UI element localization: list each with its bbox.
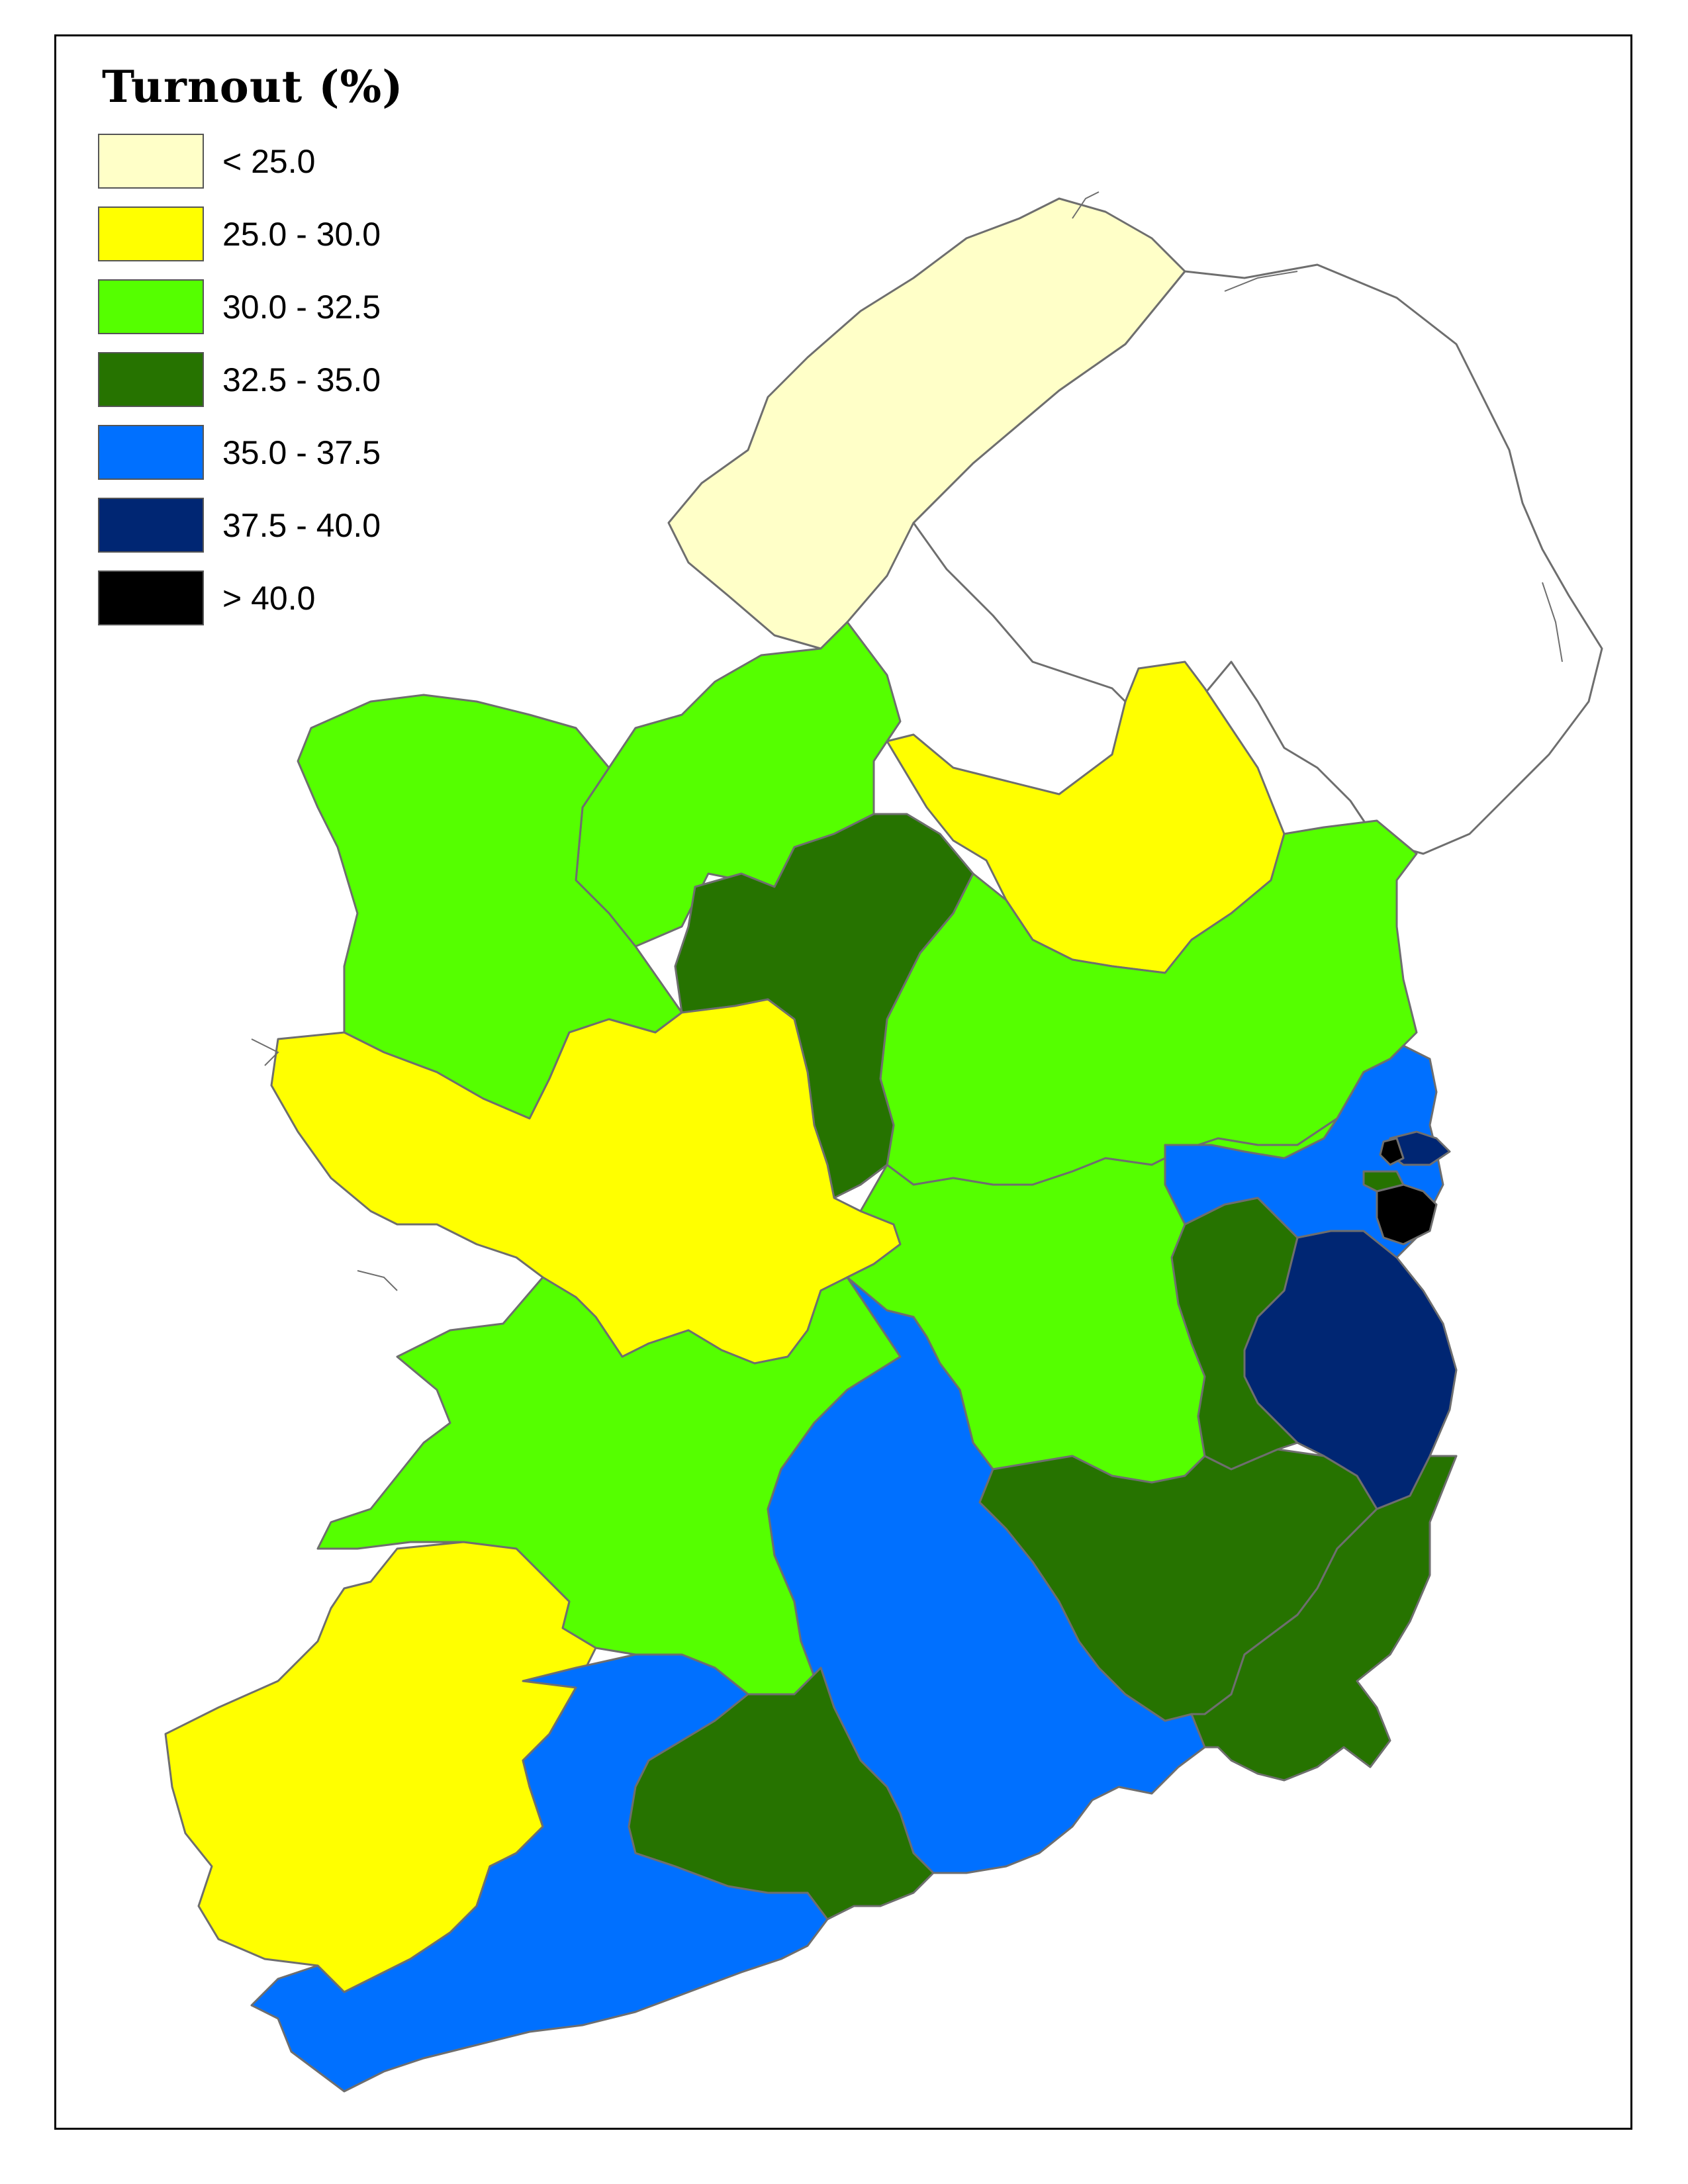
legend-swatch [98, 570, 204, 625]
region-dublin-inner-black-north [1379, 1137, 1405, 1166]
legend-swatch [98, 134, 204, 189]
region-cork-ne [628, 1666, 935, 1921]
legend-label: 37.5 - 40.0 [222, 506, 381, 544]
legend-swatch [98, 206, 204, 261]
legend-label: 32.5 - 35.0 [222, 361, 381, 398]
legend: Turnout (%) < 25.0 25.0 - 30.0 30.0 - 32.5… [98, 61, 403, 643]
legend-swatch [98, 279, 204, 334]
legend-swatch [98, 352, 204, 407]
legend-item: 37.5 - 40.0 [98, 498, 403, 553]
legend-item: > 40.0 [98, 570, 403, 625]
legend-item: 25.0 - 30.0 [98, 206, 403, 261]
legend-rows: < 25.0 25.0 - 30.0 30.0 - 32.5 32.5 - 35.0 3… [98, 134, 403, 625]
region-wexford [1190, 1455, 1458, 1782]
legend-item: < 25.0 [98, 134, 403, 189]
coastline-details [251, 191, 1563, 1291]
legend-swatch [98, 425, 204, 480]
region-kildare-east [1170, 1197, 1299, 1471]
legend-item: 30.0 - 32.5 [98, 279, 403, 334]
legend-label: 35.0 - 37.5 [222, 433, 381, 471]
legend-label: > 40.0 [222, 579, 316, 617]
legend-label: 25.0 - 30.0 [222, 215, 381, 253]
region-donegal [667, 197, 1186, 650]
region-dublin-inner-black-south [1376, 1183, 1438, 1246]
legend-label: 30.0 - 32.5 [222, 288, 381, 326]
legend-item: 32.5 - 35.0 [98, 352, 403, 407]
legend-item: 35.0 - 37.5 [98, 425, 403, 480]
legend-swatch [98, 498, 204, 553]
legend-label: < 25.0 [222, 142, 316, 180]
legend-title: Turnout (%) [102, 61, 404, 113]
region-dublin-inner-darkgreen [1362, 1170, 1405, 1193]
